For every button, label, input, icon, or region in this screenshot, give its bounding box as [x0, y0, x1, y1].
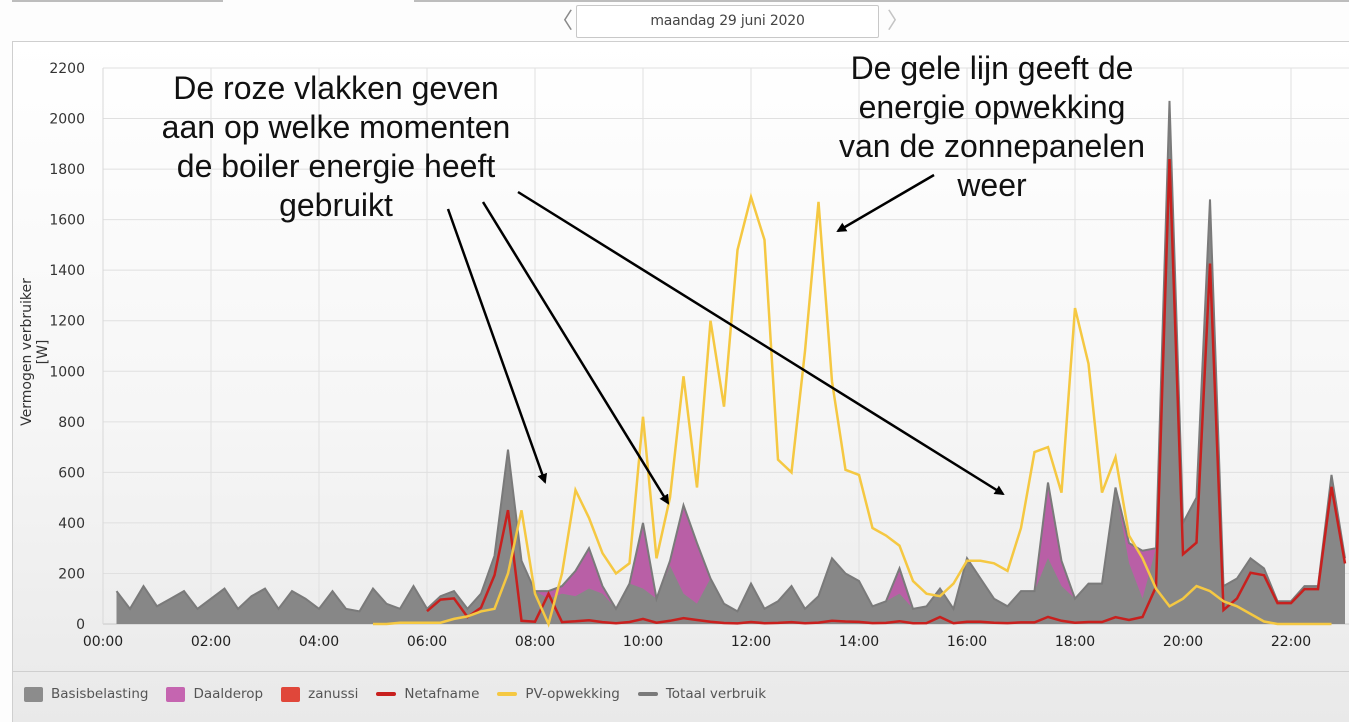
- annotation-line: energie opwekking: [858, 89, 1126, 125]
- area-swatch-icon: [166, 686, 186, 702]
- arrow-pink-2: [481, 201, 670, 505]
- legend-item-netafname[interactable]: Netafname: [376, 686, 479, 702]
- area-swatch-icon: [24, 686, 43, 702]
- line-totaal-verbruik: [115, 100, 1346, 613]
- chart-series: [115, 100, 1347, 628]
- legend-label: Daalderop: [193, 686, 264, 702]
- svg-text:200: 200: [58, 566, 85, 582]
- line-pv-opwekking: [373, 192, 1332, 628]
- svg-text:400: 400: [58, 516, 85, 532]
- arrow-yellow: [836, 173, 935, 233]
- legend-item-zanussi[interactable]: zanussi: [281, 686, 358, 702]
- date-navigator: 〈 maandag 29 juni 2020 〉: [0, 5, 1349, 39]
- svg-text:20:00: 20:00: [1163, 634, 1203, 650]
- legend-item-basisbelasting[interactable]: Basisbelasting: [24, 686, 148, 702]
- area-swatch-icon: [281, 686, 301, 702]
- line-netafname: [426, 158, 1347, 625]
- svg-text:2200: 2200: [49, 61, 85, 77]
- annotation-yellow-line: De gele lijn geeft de energie opwekking …: [812, 49, 1172, 205]
- annotation-line: De roze vlakken geven: [173, 70, 499, 106]
- annotation-pink-areas: De roze vlakken geven aan op welke momen…: [136, 69, 536, 225]
- svg-text:1000: 1000: [49, 364, 85, 380]
- svg-text:800: 800: [58, 415, 85, 431]
- legend-label: Totaal verbruik: [665, 686, 767, 702]
- tab-indicator-right: [414, 0, 1349, 2]
- legend-item-daalderop[interactable]: Daalderop: [166, 686, 263, 702]
- legend-item-pv-opwekking[interactable]: PV-opwekking: [497, 686, 620, 702]
- svg-text:16:00: 16:00: [947, 634, 987, 650]
- svg-text:14:00: 14:00: [839, 634, 879, 650]
- svg-text:04:00: 04:00: [299, 634, 339, 650]
- line-swatch-icon: [376, 692, 397, 696]
- svg-text:0: 0: [76, 617, 85, 633]
- svg-text:12:00: 12:00: [731, 634, 771, 650]
- line-swatch-icon: [497, 692, 518, 696]
- top-tab-strip: [0, 0, 1349, 3]
- svg-text:18:00: 18:00: [1055, 634, 1095, 650]
- svg-text:02:00: 02:00: [191, 634, 231, 650]
- svg-text:1400: 1400: [49, 263, 85, 279]
- svg-text:06:00: 06:00: [407, 634, 447, 650]
- svg-text:10:00: 10:00: [623, 634, 663, 650]
- arrow-pink-3: [517, 190, 1005, 496]
- svg-text:1800: 1800: [49, 162, 85, 178]
- annotation-line: van de zonnepanelen: [838, 128, 1146, 164]
- legend-item-totaal-verbruik[interactable]: Totaal verbruik: [637, 686, 767, 702]
- svg-text:600: 600: [58, 465, 85, 481]
- annotation-line: aan op welke momenten: [161, 109, 511, 145]
- chart-legend: Basisbelasting Daalderop zanussi Netafna…: [24, 684, 784, 704]
- tab-indicator-left: [12, 0, 223, 2]
- chevron-right-icon[interactable]: 〉: [887, 9, 910, 34]
- line-swatch-icon: [637, 692, 658, 696]
- annotation-line: gebruikt: [279, 187, 393, 223]
- svg-text:1200: 1200: [49, 314, 85, 330]
- x-axis-ticks: 00:00 02:00 04:00 06:00 08:00 10:00 12:00 14:00…: [83, 634, 1311, 650]
- annotation-line: de boiler energie heeft: [176, 148, 496, 184]
- svg-text:2000: 2000: [49, 112, 85, 128]
- svg-text:00:00: 00:00: [83, 634, 123, 650]
- date-picker[interactable]: maandag 29 juni 2020: [576, 5, 879, 38]
- legend-label: Basisbelasting: [51, 686, 149, 702]
- legend-divider: [12, 671, 1349, 672]
- annotation-arrows: [446, 173, 1005, 505]
- y-axis-ticks: 0 200 400 600 800 1000 1200 1400 1600 1800 2000 220…: [49, 61, 85, 633]
- y-axis-label: Vermogen verbruiker [W]: [19, 278, 51, 426]
- svg-text:1600: 1600: [49, 213, 85, 229]
- arrow-pink-1: [446, 208, 548, 484]
- svg-text:08:00: 08:00: [515, 634, 555, 650]
- annotation-line: De gele lijn geeft de: [850, 50, 1134, 86]
- legend-label: zanussi: [308, 686, 359, 702]
- chevron-left-icon[interactable]: 〈: [551, 9, 574, 34]
- legend-label: Netafname: [404, 686, 480, 702]
- svg-text:22:00: 22:00: [1271, 634, 1311, 650]
- annotation-line: weer: [957, 167, 1027, 203]
- legend-label: PV-opwekking: [525, 686, 620, 702]
